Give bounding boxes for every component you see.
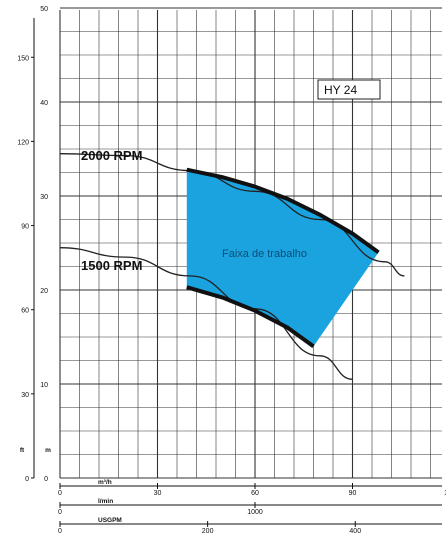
tick-label-head-ft: 150 <box>17 55 29 62</box>
tick-label-flow: 30 <box>154 490 162 497</box>
tick-label-head-m: 20 <box>40 288 48 295</box>
tick-label-head-m: 30 <box>40 194 48 201</box>
tick-label-head-ft: 0 <box>25 476 29 483</box>
tick-label-flow: 200 <box>202 528 214 535</box>
tick-label-flow: 60 <box>251 490 259 497</box>
tick-label-flow: 0 <box>58 490 62 497</box>
working-range-top-edge <box>186 167 380 255</box>
tick-label-head-ft: 90 <box>21 224 29 231</box>
tick-label-flow: 400 <box>349 528 361 535</box>
flow-axis-unit: m³/h <box>98 479 112 486</box>
series-label-2000-rpm: 2000 RPM <box>81 148 142 163</box>
tick-label-flow: 120 <box>444 490 446 497</box>
curve-group <box>59 153 405 380</box>
flow-axis-unit: USGPM <box>98 517 122 524</box>
working-range-label: Faixa de trabalho <box>222 248 307 260</box>
tick-label-head-m: 0 <box>44 476 48 483</box>
series-label-1500-rpm: 1500 RPM <box>81 258 142 273</box>
working-range-bottom-edge <box>186 285 315 349</box>
axis-unit-m: m <box>45 447 51 454</box>
tick-label-flow: 0 <box>58 509 62 516</box>
tick-label-flow: 90 <box>349 490 357 497</box>
curve-1500-rpm <box>59 247 353 380</box>
axes-group: 0 10 20 30 40 50 0 30 60 90 120 150 ft m 0 30 60 90 120 m³/… <box>17 6 446 535</box>
tick-label-head-m: 10 <box>40 382 48 389</box>
tick-label-head-ft: 30 <box>21 392 29 399</box>
tick-label-flow: 1000 <box>247 509 263 516</box>
model-label-box <box>317 79 381 100</box>
model-label: HY 24 <box>324 83 357 97</box>
tick-label-head-ft: 120 <box>17 139 29 146</box>
tick-label-head-m: 40 <box>40 100 48 107</box>
tick-label-head-m: 50 <box>40 6 48 13</box>
tick-label-head-ft: 60 <box>21 308 29 315</box>
tick-label-flow: 0 <box>58 528 62 535</box>
flow-axis-unit: l/min <box>98 498 113 505</box>
axis-unit-ft: ft <box>20 447 25 454</box>
curve-2000-rpm <box>59 153 405 277</box>
